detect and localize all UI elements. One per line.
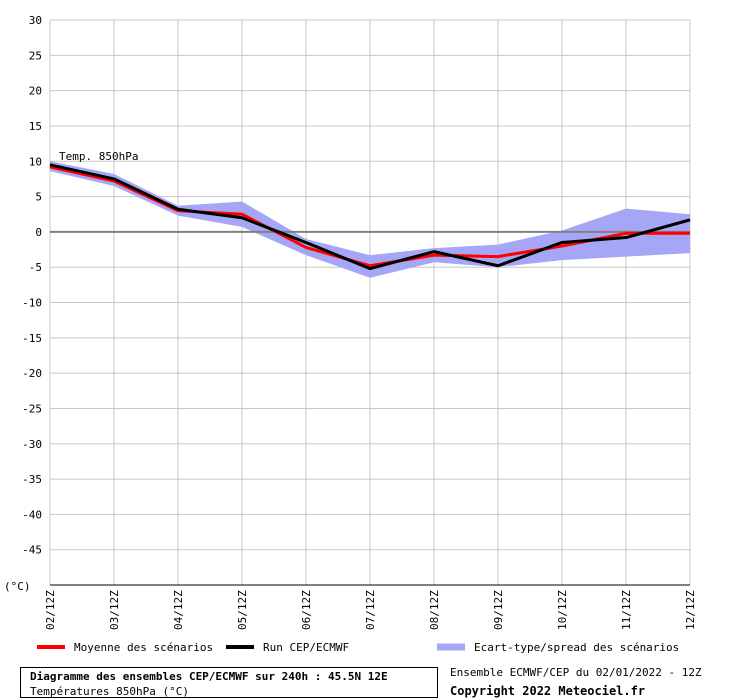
y-tick-label: 30 — [29, 14, 42, 27]
x-tick-label: 06/12Z — [300, 590, 313, 630]
spread-band — [50, 161, 690, 278]
legend: Moyenne des scénarios Run CEP/ECMWF Ecar… — [37, 641, 679, 654]
x-tick-label: 10/12Z — [556, 590, 569, 630]
y-tick-label: 25 — [29, 49, 42, 62]
y-tick-label: -45 — [22, 544, 42, 557]
x-tick-label: 05/12Z — [236, 590, 249, 630]
y-tick-label: 0 — [35, 226, 42, 239]
x-tick-label: 02/12Z — [44, 590, 57, 630]
y-tick-label: -25 — [22, 402, 42, 415]
chart-title: Diagramme des ensembles CEP/ECMWF sur 24… — [30, 670, 388, 683]
y-tick-label: 5 — [35, 191, 42, 204]
y-tick-label: -35 — [22, 473, 42, 486]
x-tick-label: 11/12Z — [620, 590, 633, 630]
y-tick-label: -15 — [22, 332, 42, 345]
y-tick-label: 20 — [29, 85, 42, 98]
legend-label-spread: Ecart-type/spread des scénarios — [474, 641, 679, 654]
y-tick-label: -10 — [22, 297, 42, 310]
x-tick-label: 07/12Z — [364, 590, 377, 630]
footer-title-box: Diagramme des ensembles CEP/ECMWF sur 24… — [20, 667, 438, 698]
legend-label-mean: Moyenne des scénarios — [74, 641, 213, 654]
x-tick-label: 08/12Z — [428, 590, 441, 630]
unit-label: (°C) — [4, 580, 31, 593]
x-tick-label: 03/12Z — [108, 590, 121, 630]
grid-lines — [49, 19, 691, 586]
y-tick-label: -20 — [22, 367, 42, 380]
copyright: Copyright 2022 Meteociel.fr — [450, 684, 646, 698]
x-tick-label: 12/12Z — [684, 590, 697, 630]
run-info: Ensemble ECMWF/CEP du 02/01/2022 - 12Z — [450, 666, 702, 679]
y-tick-label: 15 — [29, 120, 42, 133]
y-tick-label: -5 — [29, 261, 42, 274]
series-label: Temp. 850hPa — [59, 150, 138, 163]
x-axis-ticks: 02/12Z 03/12Z 04/12Z 05/12Z 06/12Z 07/12Z 08/1… — [44, 590, 697, 630]
y-tick-label: -40 — [22, 508, 42, 521]
x-tick-label: 04/12Z — [172, 590, 185, 630]
legend-label-run: Run CEP/ECMWF — [263, 641, 349, 654]
y-tick-label: -30 — [22, 438, 42, 451]
y-axis-ticks: 30 25 20 15 10 5 0 -5 -10 -15 -20 -25 -30 -35 -40 -45 — [22, 14, 42, 557]
series-line-run — [49, 163, 691, 271]
series-lines — [49, 163, 691, 271]
chart-subtitle: Températures 850hPa (°C) — [30, 685, 189, 698]
y-tick-label: 10 — [29, 155, 42, 168]
x-tick-label: 09/12Z — [492, 590, 505, 630]
